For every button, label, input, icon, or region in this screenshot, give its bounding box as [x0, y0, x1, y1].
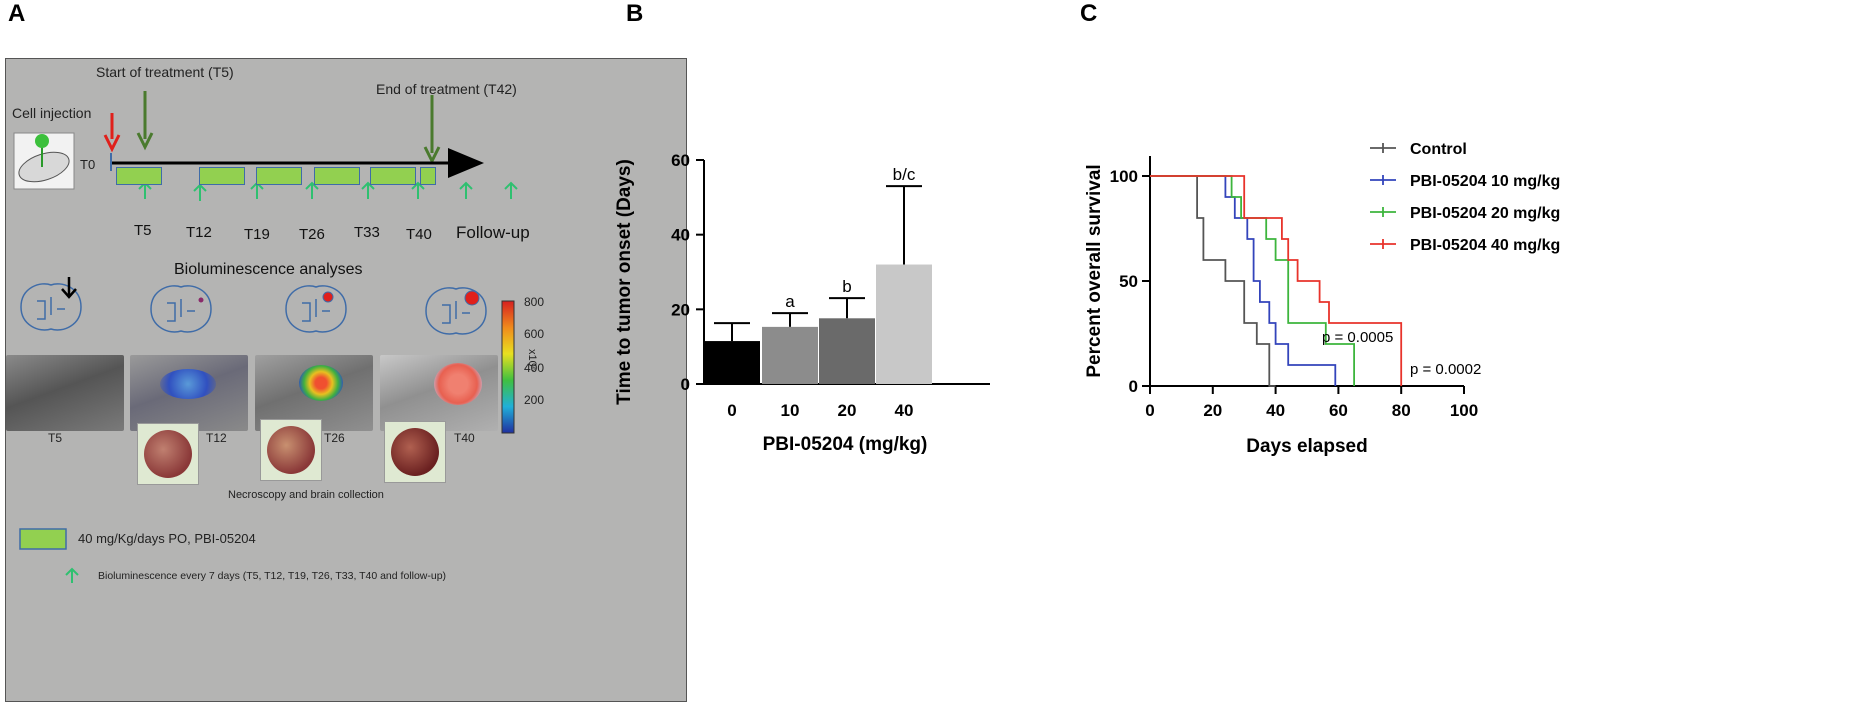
- image-label: T40: [454, 431, 475, 445]
- legend-label: PBI-05204 10 mg/kg: [1410, 173, 1560, 190]
- timepoint-label: T19: [244, 226, 270, 243]
- timepoint-label: T33: [354, 224, 380, 241]
- x-axis-label: PBI-05204 (mg/kg): [763, 434, 928, 455]
- panel-a-drawing: [13, 91, 518, 583]
- treatment-block: [420, 167, 436, 185]
- treatment-block: [314, 167, 360, 185]
- survival-line: [1150, 175, 1355, 386]
- y-tick-label: 20: [671, 300, 690, 319]
- x-tick-label: 20: [838, 401, 857, 420]
- colorbar-tick: 400: [524, 361, 545, 375]
- treatment-block: [256, 167, 302, 185]
- x-tick-label: 0: [1145, 401, 1154, 420]
- legend-treatment-swatch: [19, 528, 67, 550]
- colorbar-unit: x10⁶: [526, 349, 538, 372]
- pointer-arrow: [61, 277, 77, 299]
- t0-label: T0: [80, 157, 96, 172]
- panel-letter-c: C: [1080, 0, 1098, 27]
- timepoint-label: T40: [406, 226, 432, 243]
- x-tick-label: 0: [727, 401, 736, 420]
- red-injection-arrow: [103, 113, 121, 153]
- timepoint-label: T26: [299, 226, 325, 243]
- bar: [819, 318, 875, 384]
- bar: [762, 326, 818, 384]
- tumor-dot-t40: [464, 290, 480, 306]
- x-tick-label: 80: [1392, 401, 1411, 420]
- image-label: T5: [48, 431, 63, 445]
- tumor-dot-t26: [322, 291, 334, 303]
- colorbar-tick: 200: [524, 393, 545, 407]
- legend-label: PBI-05204 40 mg/kg: [1410, 237, 1560, 254]
- image-label: T12: [206, 431, 227, 445]
- tumor-dot-t12: [198, 297, 204, 303]
- y-tick-label: 0: [1129, 377, 1138, 396]
- x-tick-label: 40: [895, 401, 914, 420]
- cell-injection-label: Cell injection: [12, 105, 92, 121]
- panel-a-schematic: Start of treatment (T5) End of treatment…: [5, 58, 687, 702]
- panel-b-bar-chart: 0 20 40 60 a b b/c 0 10 20 40 Time to tumor onse…: [614, 151, 990, 455]
- biolum-arrows: [138, 181, 518, 201]
- treatment-block: [370, 167, 416, 185]
- p-value-annotation: p = 0.0002: [1410, 361, 1481, 378]
- follow-up-label: Follow-up: [456, 223, 530, 242]
- y-axis-label: Percent overall survival: [1084, 164, 1105, 377]
- bar: [704, 341, 760, 384]
- legend-label: PBI-05204 20 mg/kg: [1410, 205, 1560, 222]
- x-axis-label: Days elapsed: [1246, 436, 1367, 457]
- brain-photo-t26: [260, 419, 322, 481]
- end-treatment-label: End of treatment (T42): [376, 81, 517, 97]
- significance-label: a: [785, 292, 795, 311]
- biolum-image-t26: [255, 355, 373, 431]
- brain-sections: [20, 283, 487, 335]
- y-tick-label: 40: [671, 226, 690, 245]
- panel-letter-b: B: [626, 0, 644, 27]
- legend-label: Control: [1410, 141, 1467, 158]
- y-tick-label: 0: [681, 375, 690, 394]
- mouse-icon: [13, 132, 75, 190]
- brain-photo-t40: [384, 421, 446, 483]
- y-axis-label: Time to tumor onset (Days): [614, 159, 635, 405]
- legend-biolum-label: Bioluminescence every 7 days (T5, T12, T…: [98, 570, 447, 582]
- brain-photo-t12: [137, 423, 199, 485]
- x-tick-label: 60: [1329, 401, 1348, 420]
- y-tick-label: 50: [1119, 272, 1138, 291]
- treatment-block: [116, 167, 162, 185]
- y-tick-label: 60: [671, 151, 690, 170]
- x-tick-label: 100: [1450, 401, 1478, 420]
- legend-treatment-label: 40 mg/Kg/days PO, PBI-05204: [78, 531, 256, 546]
- x-tick-label: 20: [1203, 401, 1222, 420]
- colorbar-tick: 600: [524, 327, 545, 341]
- p-value-annotation: p = 0.0005: [1322, 329, 1393, 346]
- significance-label: b: [842, 277, 851, 296]
- image-label: T26: [324, 431, 345, 445]
- biolum-image-t5: [6, 355, 124, 431]
- significance-label: b/c: [893, 165, 916, 184]
- survival-line: [1150, 175, 1403, 386]
- y-tick-label: 100: [1110, 167, 1138, 186]
- x-tick-label: 10: [781, 401, 800, 420]
- biolum-image-t40: [380, 355, 498, 431]
- x-tick-label: 40: [1266, 401, 1285, 420]
- start-treatment-label: Start of treatment (T5): [96, 64, 234, 80]
- colorbar-tick: 800: [524, 295, 545, 309]
- end-treatment-arrow: [423, 95, 441, 165]
- colorbar: [501, 300, 515, 434]
- panel-letter-a: A: [8, 0, 26, 27]
- biolum-title: Bioluminescence analyses: [174, 261, 363, 278]
- timepoint-label: T5: [134, 222, 152, 239]
- panel-c-survival-chart: 0 50 100 0 20 40 60 80 100 Control PBI-05204 10 …: [1084, 141, 1560, 457]
- treatment-block: [199, 167, 245, 185]
- necroscopy-label: Necroscopy and brain collection: [228, 489, 384, 501]
- timepoint-label: T12: [186, 224, 212, 241]
- bar: [876, 264, 932, 384]
- survival-line: [1150, 175, 1276, 387]
- legend-arrow: [65, 567, 79, 583]
- start-treatment-arrow: [136, 91, 154, 151]
- biolum-image-t12: [130, 355, 248, 431]
